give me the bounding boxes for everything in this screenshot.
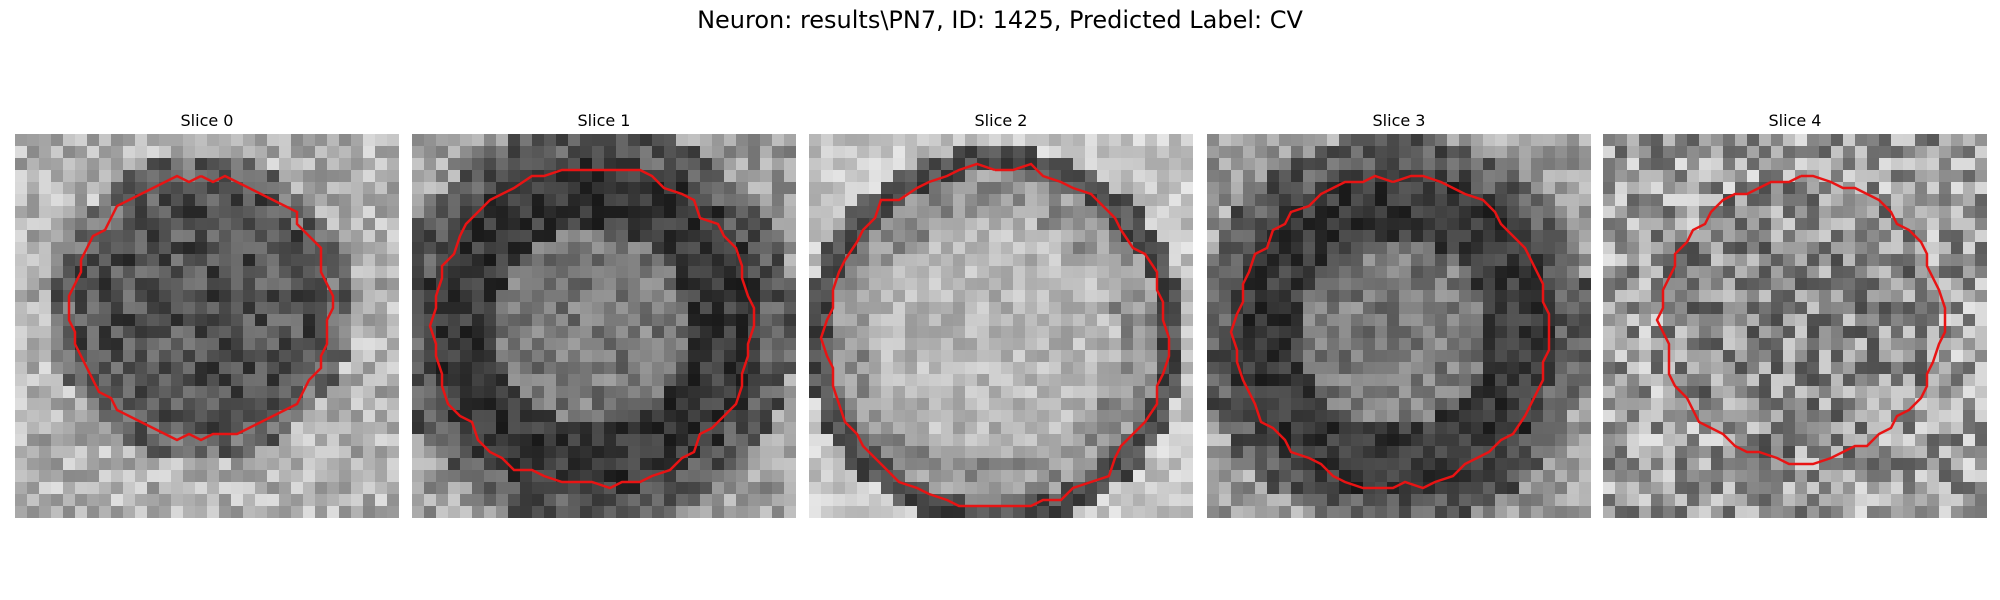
slice-svg bbox=[1603, 134, 1987, 518]
slice-svg bbox=[15, 134, 399, 518]
roi-contour bbox=[428, 168, 756, 490]
slice-image-3 bbox=[1207, 134, 1591, 518]
slice-title: Slice 2 bbox=[974, 111, 1028, 130]
slice-image-0 bbox=[15, 134, 399, 518]
slice-pixels bbox=[809, 134, 1193, 518]
slice-image-2 bbox=[809, 134, 1193, 518]
slice-title: Slice 4 bbox=[1768, 111, 1822, 130]
slice-svg bbox=[412, 134, 796, 518]
roi-contour bbox=[1655, 174, 1947, 466]
slice-svg bbox=[1207, 134, 1591, 518]
slice-panel-2: Slice 2 bbox=[809, 108, 1193, 518]
slice-image-1 bbox=[412, 134, 796, 518]
slice-title: Slice 0 bbox=[180, 111, 234, 130]
slice-pixels bbox=[15, 134, 399, 518]
roi-contour bbox=[67, 174, 335, 442]
slice-svg bbox=[809, 134, 1193, 518]
slice-title: Slice 3 bbox=[1372, 111, 1426, 130]
slice-panel-1: Slice 1 bbox=[412, 108, 796, 518]
slice-title: Slice 1 bbox=[577, 111, 631, 130]
roi-contour bbox=[819, 162, 1171, 508]
roi-contour bbox=[1229, 174, 1551, 490]
slice-panel-0: Slice 0 bbox=[15, 108, 399, 518]
slice-panel-3: Slice 3 bbox=[1207, 108, 1591, 518]
slice-pixels bbox=[1207, 134, 1591, 518]
slice-panel-4: Slice 4 bbox=[1603, 108, 1987, 518]
slice-pixels bbox=[412, 134, 796, 518]
slice-pixels bbox=[1603, 134, 1987, 518]
figure-title: Neuron: results\PN7, ID: 1425, Predicted… bbox=[697, 6, 1303, 34]
slice-image-4 bbox=[1603, 134, 1987, 518]
